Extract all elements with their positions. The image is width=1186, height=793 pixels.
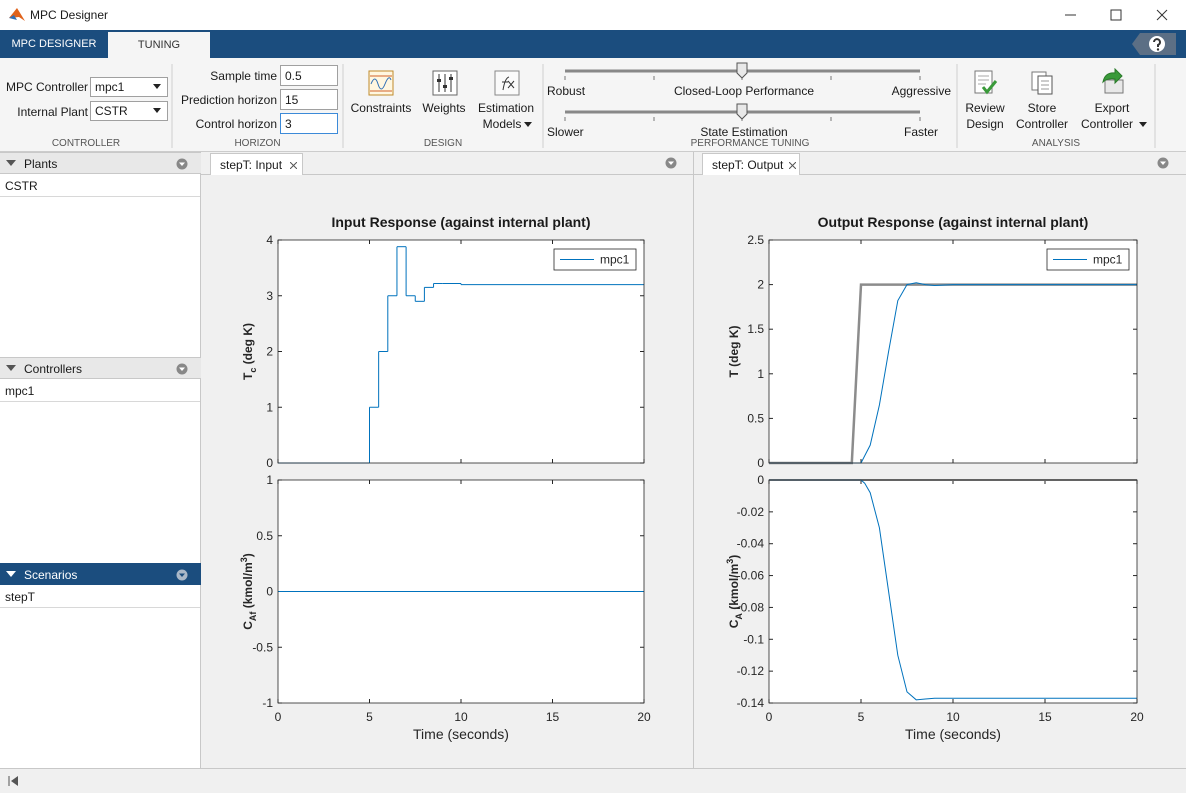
weights-icon: [432, 70, 458, 96]
document-tab-label: stepT: Output: [712, 158, 784, 172]
title-bar: MPC Designer: [0, 0, 1186, 30]
dropdown-arrow: [153, 108, 161, 113]
toolstrip-separators: [171, 64, 1156, 148]
slider-label: Slower: [547, 125, 584, 139]
list-item[interactable]: CSTR: [0, 175, 200, 197]
store-icon: [1031, 71, 1053, 95]
app-icon: [9, 8, 25, 21]
slider-label: Aggressive: [891, 84, 951, 98]
panel-header[interactable]: Plants: [0, 152, 201, 174]
section-label: PERFORMANCE TUNING: [690, 138, 810, 149]
panel-title: Scenarios: [24, 568, 78, 582]
constraints-icon: [368, 70, 394, 96]
toolstrip: MPC Controller mpc1 Internal Plant CSTR …: [0, 58, 1186, 152]
dropdown[interactable]: CSTR: [90, 101, 168, 121]
close-icon[interactable]: [290, 162, 297, 169]
window-title: MPC Designer: [30, 8, 109, 22]
review-icon: [974, 70, 998, 95]
section-label: ANALYSIS: [1031, 138, 1081, 149]
list-item[interactable]: stepT: [0, 586, 200, 608]
collapse-arrow: [6, 160, 16, 166]
estimation-icon: [494, 70, 520, 96]
document-tab-label: stepT: Input: [220, 158, 283, 172]
panel-menu[interactable]: [176, 363, 188, 375]
document-area: stepT: Input stepT: Output: [201, 152, 1186, 768]
dropdown-arrow: [153, 84, 161, 89]
window-controls[interactable]: [1060, 0, 1186, 30]
field-label: MPC Controller: [5, 80, 88, 94]
field-label: Internal Plant: [17, 105, 88, 119]
tab-selected[interactable]: TUNING: [108, 32, 210, 58]
collapse-icon[interactable]: [8, 775, 20, 787]
button-store[interactable]: Store: [1027, 101, 1057, 115]
text-input[interactable]: 15: [280, 89, 338, 110]
document-menu[interactable]: [665, 157, 677, 169]
export-icon: [1102, 68, 1124, 94]
list-item[interactable]: mpc1: [0, 380, 200, 402]
document-menu[interactable]: [1157, 157, 1169, 169]
panel-header-selected[interactable]: Scenarios: [0, 563, 201, 585]
menu-arrow: [1139, 122, 1147, 127]
dropdown-value: mpc1: [95, 80, 125, 94]
sliders[interactable]: [560, 62, 930, 122]
dropdown[interactable]: mpc1: [90, 77, 168, 97]
panel-menu[interactable]: [176, 569, 188, 581]
close-icon[interactable]: [789, 162, 796, 169]
tab-strip: MPC DESIGNER TUNING: [0, 30, 1186, 58]
collapse-arrow: [6, 571, 16, 577]
panel-title: Controllers: [24, 362, 83, 376]
dropdown-value: CSTR: [95, 104, 128, 118]
button-review[interactable]: Review: [965, 101, 1005, 115]
button-export[interactable]: Controller: [1080, 117, 1134, 131]
section-label: DESIGN: [423, 138, 463, 149]
text-input[interactable]: 3: [280, 113, 338, 134]
collapse-arrow: [6, 365, 16, 371]
field-label: Sample time: [210, 69, 277, 83]
button-review[interactable]: Design: [966, 117, 1004, 131]
tab[interactable]: MPC DESIGNER: [11, 38, 97, 50]
slider-label: Faster: [903, 125, 938, 139]
menu-arrow: [524, 122, 532, 127]
field-label: Prediction horizon: [180, 93, 277, 107]
field-label: Control horizon: [195, 117, 277, 131]
document-tab[interactable]: stepT: Output: [702, 153, 800, 175]
slider-label: Robust: [547, 84, 586, 98]
text-input[interactable]: 0.5: [280, 65, 338, 86]
panel-title: Plants: [24, 157, 58, 171]
button-weights[interactable]: Weights: [422, 101, 466, 115]
help-button[interactable]: [1130, 33, 1178, 55]
section-label: CONTROLLER: [51, 138, 121, 149]
button-estimation[interactable]: Models: [482, 117, 522, 131]
document-tabs: [201, 152, 1186, 175]
button-estimation[interactable]: Estimation: [477, 101, 535, 115]
document-tab[interactable]: stepT: Input: [210, 153, 303, 175]
button-constraints[interactable]: Constraints: [350, 101, 412, 115]
section-label: HORIZON: [234, 138, 281, 149]
document-divider: [693, 152, 694, 768]
slider-label: State Estimation: [700, 125, 788, 139]
panel-header[interactable]: Controllers: [0, 357, 201, 379]
data-browser: Plants CSTR Controllers mpc1 Scenarios s…: [0, 152, 201, 768]
panel-menu[interactable]: [176, 158, 188, 170]
slider-label: Closed-Loop Performance: [673, 84, 815, 98]
button-export[interactable]: Export: [1094, 101, 1130, 115]
status-bar: [0, 768, 1186, 793]
button-store[interactable]: Controller: [1015, 117, 1069, 131]
